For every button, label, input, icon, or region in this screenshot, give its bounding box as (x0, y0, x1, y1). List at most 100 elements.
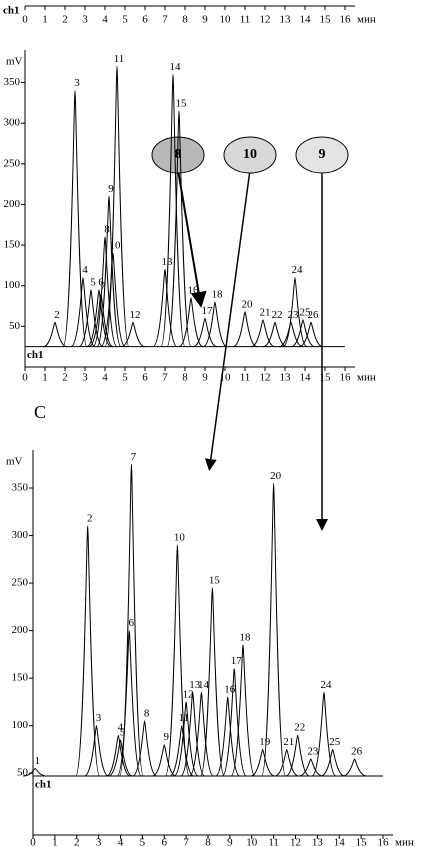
peak (92, 236, 118, 348)
y-tick-label: 150 (4, 239, 21, 251)
peak (290, 319, 316, 348)
peak (230, 644, 256, 777)
peak-label: 24 (292, 264, 304, 276)
peak (104, 65, 130, 348)
peak-label: 9 (164, 731, 170, 743)
peak-label: 15 (209, 574, 221, 586)
peak (261, 482, 287, 777)
x-tick-label: 9 (202, 372, 208, 384)
peak-label: 12 (130, 309, 141, 321)
x-tick-label: 1 (52, 837, 58, 847)
peak (221, 668, 247, 777)
y-tick-label: 300 (12, 529, 29, 541)
x-tick-label: 3 (96, 837, 102, 847)
x-tick-label: 13 (312, 837, 324, 847)
peak-label: 20 (242, 298, 254, 310)
peak-label: 7 (131, 451, 137, 463)
x-tick-label: 6 (142, 14, 148, 26)
x-tick-label: 10 (220, 372, 232, 384)
x-tick-label: 13 (280, 14, 292, 26)
x-tick-label: 9 (202, 14, 208, 26)
x-tick-label: 16 (340, 14, 352, 26)
peak-label: 11 (114, 53, 125, 65)
x-tick-label: 11 (240, 14, 251, 26)
peak (70, 277, 96, 348)
peak (75, 525, 101, 777)
y-tick-label: 150 (12, 672, 29, 684)
x-tick-label: 13 (280, 372, 292, 384)
x-tick-label: 4 (118, 837, 124, 847)
peak-label: 16 (224, 684, 236, 696)
x-tick-label: 5 (122, 14, 128, 26)
peak-label: 17 (231, 655, 243, 667)
x-tick-label: 15 (356, 837, 368, 847)
x-tick-label: 14 (300, 372, 312, 384)
channel-label: ch1 (3, 5, 20, 17)
peak (262, 321, 288, 348)
peak-label: 14 (198, 679, 210, 691)
panel-label: C (34, 402, 46, 422)
peak-label: 3 (96, 712, 102, 724)
peak (188, 691, 214, 777)
x-tick-label: 10 (220, 14, 232, 26)
peak (199, 587, 225, 777)
x-tick-label: 6 (162, 837, 168, 847)
y-tick-label: 200 (4, 198, 21, 210)
x-tick-label: 12 (290, 837, 301, 847)
peak-label: 9 (108, 183, 114, 195)
x-tick-label: 0 (22, 14, 28, 26)
x-tick-label: 14 (300, 14, 312, 26)
peak-label: 18 (212, 289, 224, 301)
x-tick-label: 3 (82, 372, 88, 384)
peak (152, 268, 178, 348)
peak (298, 758, 323, 777)
peak-label: 7 (100, 280, 106, 292)
peak (166, 110, 192, 348)
x-tick-label: 3 (82, 14, 88, 26)
peak (132, 720, 158, 777)
x-tick-label: 11 (268, 837, 279, 847)
peak-label: 10 (110, 240, 122, 252)
x-tick-label: 7 (183, 837, 189, 847)
arrow (204, 169, 251, 471)
y-tick-label: 250 (12, 577, 29, 589)
peak-label: 25 (300, 306, 312, 318)
peak-label: 5 (120, 726, 126, 738)
peak-label: 1 (34, 755, 40, 767)
annotation: 10 (243, 147, 257, 162)
x-axis-label: мин (357, 14, 376, 26)
x-tick-label: 0 (30, 837, 36, 847)
peak (320, 748, 345, 777)
x-tick-label: 10 (246, 837, 258, 847)
peak-label: 4 (118, 722, 124, 734)
peak-label: 8 (144, 707, 150, 719)
x-tick-label: 8 (182, 372, 188, 384)
peak (215, 696, 241, 777)
peak-label: 17 (202, 305, 214, 317)
x-tick-label: 2 (62, 372, 68, 384)
y-axis-label: mV (6, 56, 23, 68)
x-tick-label: 4 (102, 372, 108, 384)
y-tick-label: 100 (12, 719, 29, 731)
x-tick-label: 12 (260, 372, 271, 384)
peak-label: 3 (74, 77, 80, 89)
x-tick-label: 1 (42, 372, 48, 384)
peak-label: 2 (54, 309, 60, 321)
channel-label: ch1 (35, 779, 52, 791)
peak-label: 12 (183, 688, 194, 700)
peak (160, 73, 186, 348)
peak-label: 22 (294, 722, 305, 734)
peak-label: 11 (178, 712, 189, 724)
peak-label: 23 (307, 745, 319, 757)
peak-label: 6 (98, 276, 104, 288)
y-tick-label: 50 (9, 320, 21, 332)
peak (106, 734, 131, 777)
y-tick-label: 200 (12, 624, 29, 636)
x-tick-label: 15 (320, 14, 332, 26)
peak-label: 14 (170, 61, 182, 73)
annotation-ellipse (295, 136, 349, 174)
x-tick-label: 5 (140, 837, 146, 847)
peak-label: 19 (259, 736, 271, 748)
y-tick-label: 250 (4, 157, 21, 169)
